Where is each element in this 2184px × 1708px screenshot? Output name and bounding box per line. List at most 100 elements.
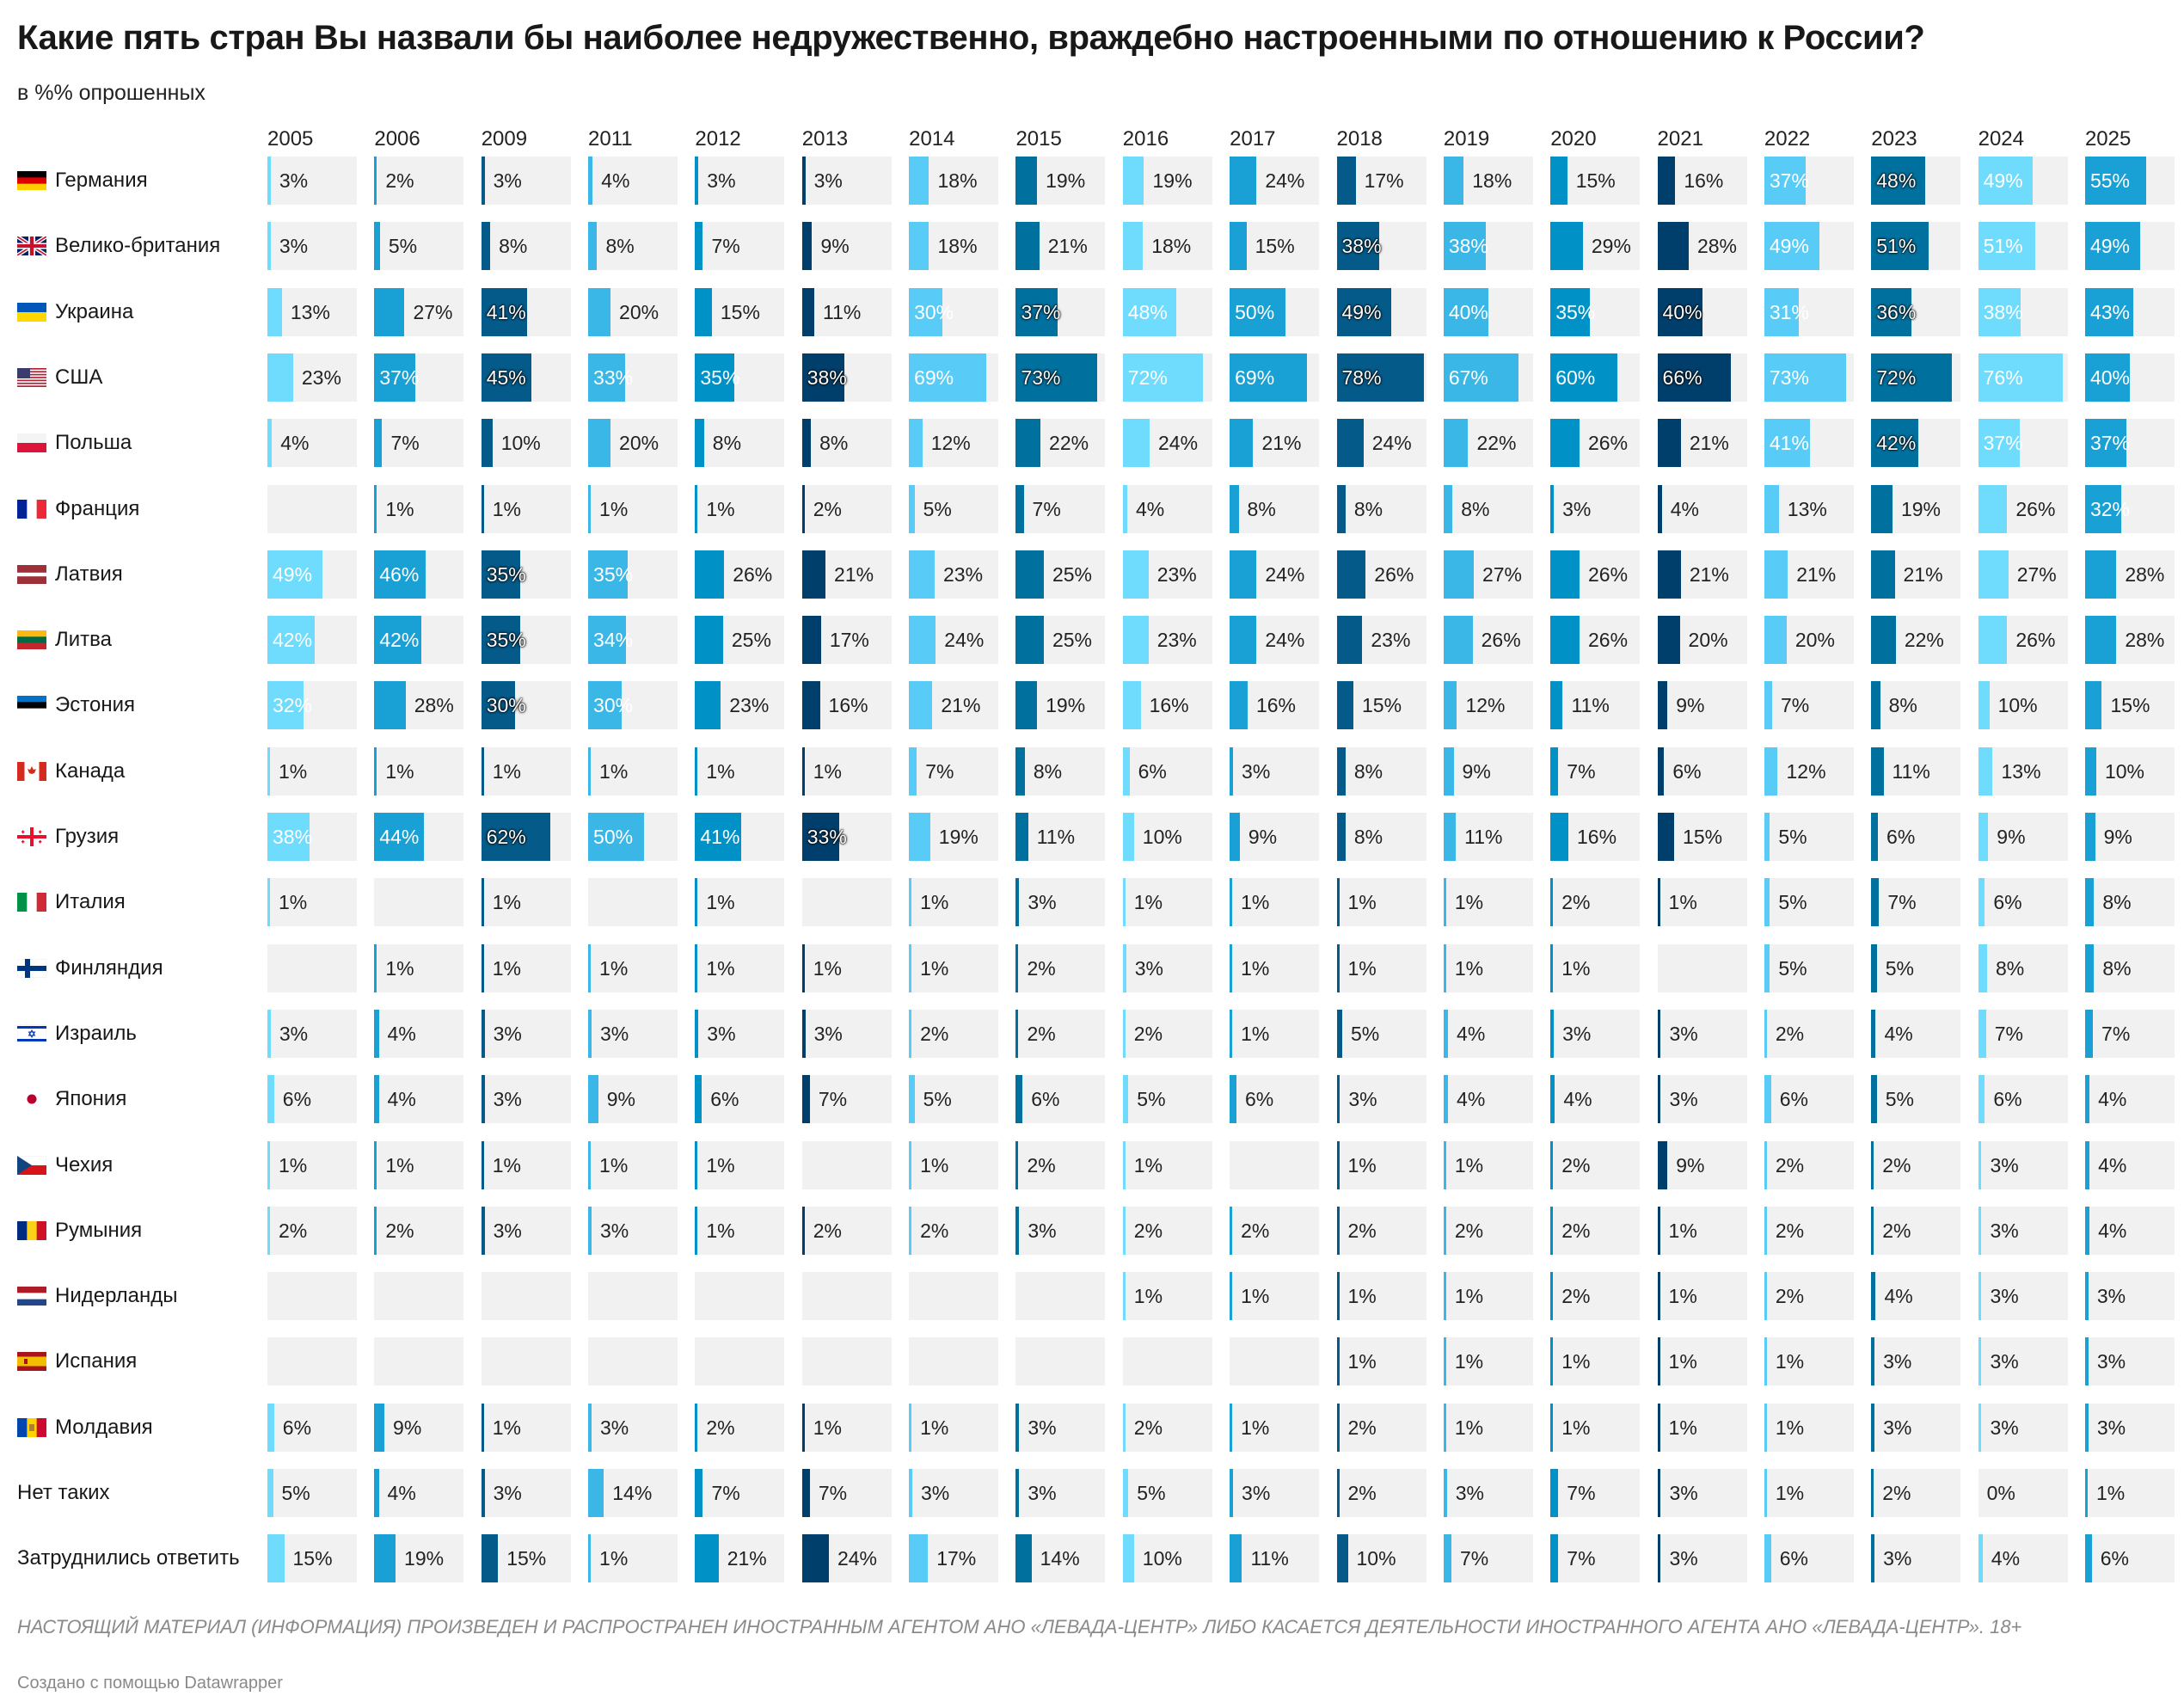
data-bar	[1764, 746, 1778, 796]
table-cell: 8%	[2084, 878, 2175, 927]
table-cell: 22%	[1443, 419, 1533, 468]
row-label-text: Украина	[55, 299, 134, 323]
value-label: 28%	[2125, 562, 2165, 586]
value-label: 7%	[1567, 1482, 1596, 1504]
data-bar	[1443, 1075, 1449, 1124]
row-label: Румыния	[17, 1207, 142, 1255]
table-cell: 11%	[801, 287, 892, 336]
value-label: 19%	[1152, 169, 1193, 192]
value-label: 2%	[1027, 956, 1056, 980]
data-bar	[1657, 616, 1680, 665]
table-cell: 6%	[695, 1075, 785, 1124]
table-cell: 6%	[1015, 1075, 1106, 1124]
data-bar	[1657, 550, 1681, 599]
moldova-flag	[17, 1417, 46, 1437]
table-cell: 45%	[481, 353, 571, 402]
table-cell: 1%	[801, 1403, 892, 1452]
data-bar	[909, 1534, 929, 1583]
value-label: 48%	[1876, 169, 1917, 192]
table-cell: 4%	[374, 1469, 464, 1517]
value-label: 2%	[706, 1416, 735, 1439]
data-bar	[588, 287, 611, 336]
table-cell: 23%	[267, 353, 357, 402]
value-label: 3%	[707, 169, 736, 192]
table-cell: 12%	[1443, 681, 1533, 730]
table-cell: 3%	[1871, 1337, 1961, 1386]
table-cell: 1%	[909, 1140, 999, 1189]
data-bar	[374, 1075, 379, 1124]
data-bar	[1015, 1075, 1023, 1124]
data-bar	[374, 1469, 379, 1517]
value-label: 11%	[823, 300, 862, 323]
value-label: 2%	[1241, 1219, 1270, 1242]
table-cell: 2%	[1764, 1272, 1854, 1321]
data-bar	[695, 746, 698, 796]
table-cell: 17%	[801, 616, 892, 665]
value-label: 25%	[1052, 629, 1092, 652]
data-bar	[588, 1075, 598, 1124]
value-label: 50%	[1235, 300, 1275, 323]
table-cell: 26%	[1550, 550, 1641, 599]
data-bar	[1978, 1272, 1982, 1321]
value-label: 73%	[1769, 366, 1809, 389]
data-bar	[1871, 1140, 1874, 1189]
value-label: 3%	[279, 169, 309, 192]
poland-flag	[17, 433, 46, 453]
value-label: 3%	[1669, 1547, 1698, 1570]
table-cell: 2%	[1871, 1469, 1961, 1517]
table-cell: 1%	[1657, 1403, 1747, 1452]
value-label: 21%	[1261, 432, 1302, 455]
data-bar	[695, 1009, 699, 1058]
value-label: 3%	[1990, 1285, 2019, 1308]
value-label: 3%	[1883, 1547, 1912, 1570]
table-cell: 2%	[1871, 1140, 1961, 1189]
value-label: 1%	[706, 891, 735, 914]
table-cell	[1230, 1337, 1320, 1386]
data-bar	[588, 1534, 592, 1583]
row-label: Велико-британия	[17, 222, 220, 270]
data-bar	[588, 746, 592, 796]
table-cell: 4%	[1871, 1272, 1961, 1321]
data-bar	[909, 1206, 912, 1255]
value-label: 21%	[941, 694, 981, 717]
table-cell	[267, 484, 357, 533]
value-label: 13%	[2001, 759, 2041, 783]
table-cell: 10%	[1336, 1534, 1426, 1583]
table-cell: 13%	[267, 287, 357, 336]
data-bar	[1443, 878, 1446, 927]
data-bar	[1764, 1337, 1767, 1386]
table-cell	[1230, 1140, 1320, 1189]
value-label: 9%	[820, 235, 850, 258]
data-bar	[374, 1009, 379, 1058]
table-cell: 14%	[588, 1469, 678, 1517]
table-cell: 15%	[695, 287, 785, 336]
data-bar	[1550, 943, 1554, 992]
value-label: 32%	[2089, 497, 2130, 520]
table-cell: 16%	[1230, 681, 1320, 730]
table-cell: 60%	[1550, 353, 1641, 402]
data-bar	[1978, 157, 2034, 205]
table-cell: 42%	[1871, 419, 1961, 468]
value-label: 15%	[2110, 694, 2150, 717]
value-label: 24%	[1265, 169, 1305, 192]
value-label: 26%	[1481, 629, 1521, 652]
table-cell: 37%	[1978, 419, 2068, 468]
table-cell: 22%	[1015, 419, 1106, 468]
value-label: 9%	[1462, 759, 1491, 783]
data-bar	[374, 484, 377, 533]
value-label: 2%	[1133, 1416, 1163, 1439]
table-cell: 15%	[267, 1534, 357, 1583]
table-cell: 2%	[1443, 1206, 1533, 1255]
data-bar	[909, 353, 986, 402]
value-label: 1%	[599, 759, 629, 783]
table-cell: 20%	[1764, 616, 1854, 665]
table-cell: 0%	[1978, 1469, 2068, 1517]
value-label: 2%	[1347, 1219, 1377, 1242]
value-label: 2%	[1775, 1022, 1805, 1045]
table-cell: 8%	[801, 419, 892, 468]
value-label: 26%	[1587, 629, 1629, 652]
data-bar	[1336, 1206, 1340, 1255]
data-bar	[1230, 419, 1254, 468]
data-bar	[695, 419, 704, 468]
data-bar	[588, 1403, 592, 1452]
